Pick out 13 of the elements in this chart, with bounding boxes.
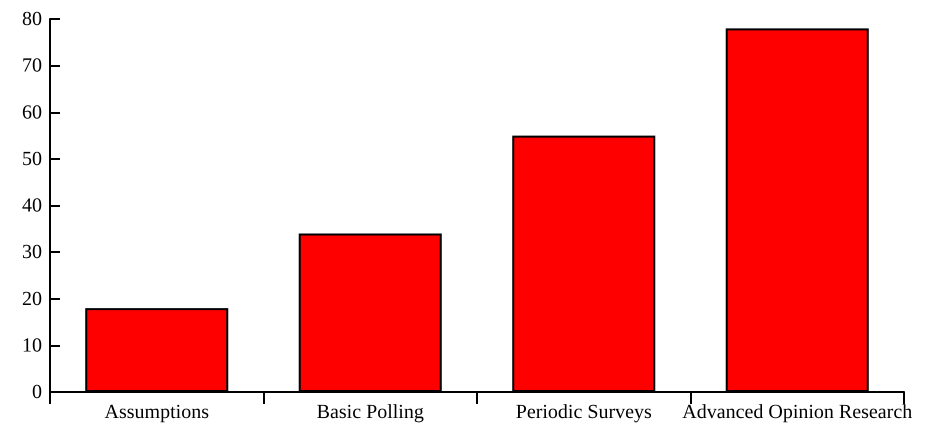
y-tick-label: 70: [22, 54, 42, 77]
y-tick-label: 50: [22, 148, 42, 170]
y-tick-label: 0: [32, 381, 42, 403]
y-tick-label: 40: [22, 194, 42, 216]
x-tick-label: Advanced Opinion Research: [682, 401, 912, 423]
x-tick-label: Basic Polling: [316, 401, 424, 423]
y-tick-label: 10: [22, 334, 42, 356]
x-tick-label: Periodic Surveys: [516, 401, 652, 423]
y-tick-label: 30: [22, 241, 42, 264]
y-tick-label: 60: [22, 101, 42, 124]
y-tick-label: 80: [22, 8, 42, 30]
x-tick-label: Assumptions: [104, 401, 210, 423]
y-tick-label: 20: [22, 288, 42, 310]
